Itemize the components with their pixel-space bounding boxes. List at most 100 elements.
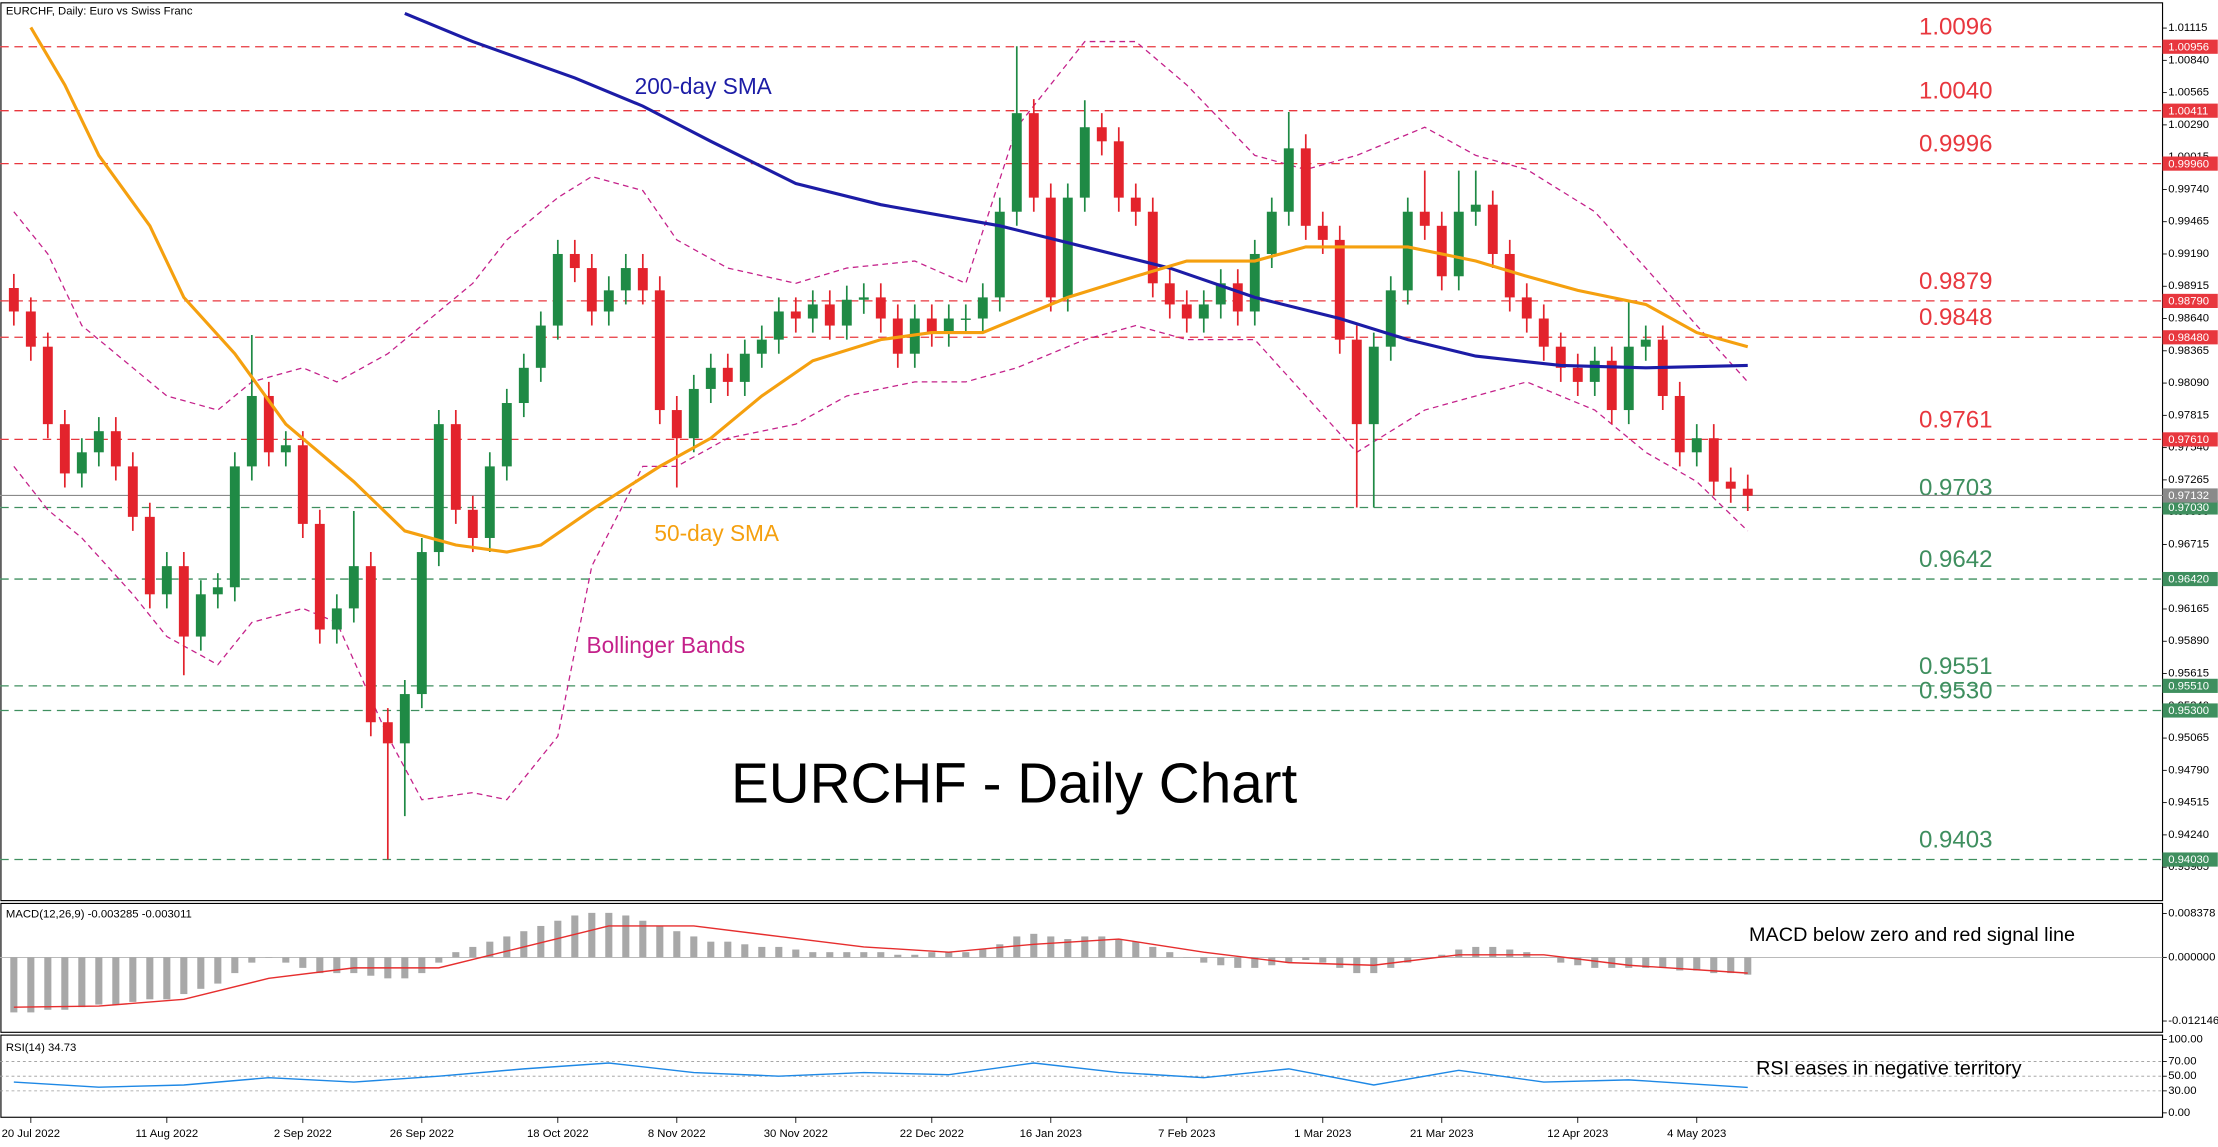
candle-body <box>756 339 767 354</box>
histogram-bar <box>1676 957 1684 971</box>
bollinger-band <box>13 324 1749 801</box>
candle-body <box>467 509 478 538</box>
histogram-bar <box>61 957 69 1010</box>
candle-body <box>280 445 291 453</box>
candle-body <box>790 311 801 319</box>
moving-average <box>29 26 1749 554</box>
candle-body <box>1402 211 1413 291</box>
level-tag <box>2162 156 2218 171</box>
candle-body <box>569 253 580 269</box>
level-label: 0.9703 <box>1919 474 1993 501</box>
histogram-bar <box>418 957 426 974</box>
histogram-bar <box>707 941 715 958</box>
candle-body <box>841 299 852 326</box>
candle-body <box>1232 283 1243 312</box>
histogram-bar <box>435 957 443 963</box>
candle-body <box>977 297 988 319</box>
moving-average <box>404 11 1748 370</box>
histogram-bar <box>894 954 902 958</box>
histogram-bar <box>1030 933 1038 958</box>
candle-body <box>1045 197 1056 298</box>
candle-body <box>552 253 563 326</box>
histogram-bar <box>605 912 613 958</box>
histogram-bar <box>571 915 579 958</box>
candle-body <box>76 452 87 474</box>
candle-body <box>365 566 376 723</box>
level-label: 1.0040 <box>1919 78 1993 105</box>
candle-body <box>1623 346 1634 411</box>
x-tick-label: 16 Jan 2023 <box>1020 1128 1082 1140</box>
candle-body <box>1079 127 1090 198</box>
histogram-bar <box>1047 936 1055 958</box>
x-tick-label: 21 Mar 2023 <box>1410 1128 1474 1140</box>
histogram-bar <box>588 912 596 958</box>
histogram-bar <box>979 949 987 958</box>
y-tick-label: 0.99465 <box>2168 216 2209 228</box>
candle-body <box>705 367 716 389</box>
histogram-bar <box>775 946 783 958</box>
y-tick-label: 100.00 <box>2168 1034 2203 1046</box>
candle-body <box>93 431 104 453</box>
candle-body <box>1487 204 1498 254</box>
histogram-bar <box>809 952 817 958</box>
histogram-bar <box>962 952 970 958</box>
histogram-bar <box>843 952 851 958</box>
candle-body <box>1300 148 1311 226</box>
y-tick-label: 0.97815 <box>2168 409 2209 421</box>
candle-body <box>25 311 36 347</box>
x-tick-label: 4 May 2023 <box>1667 1128 1726 1140</box>
x-tick-label: 12 Apr 2023 <box>1547 1128 1608 1140</box>
histogram-bar <box>78 957 86 1008</box>
candle-body <box>212 587 223 595</box>
panel-note: RSI eases in negative territory <box>1756 1057 2021 1079</box>
candle-body <box>127 466 138 517</box>
level-tag <box>2162 293 2218 308</box>
level-tag <box>2162 103 2218 118</box>
candle-body <box>1572 367 1583 382</box>
candle-body <box>382 722 393 744</box>
histogram-bar <box>129 957 137 1002</box>
histogram-bar <box>537 925 545 958</box>
level-label: 0.9530 <box>1919 677 1993 704</box>
y-tick-label: 0.95065 <box>2168 732 2209 744</box>
histogram-bar <box>860 952 868 958</box>
x-tick-label: 22 Dec 2022 <box>900 1128 964 1140</box>
candle-body <box>739 353 750 382</box>
candle-body <box>501 403 512 467</box>
histogram-bar <box>10 957 18 1013</box>
candle-body <box>1453 211 1464 277</box>
candle-body <box>824 304 835 326</box>
y-tick-label: 0.00 <box>2168 1107 2190 1119</box>
histogram-bar <box>1659 957 1667 968</box>
candle-body <box>1249 253 1260 312</box>
x-tick-label: 20 Jul 2022 <box>2 1128 61 1140</box>
candle-body <box>603 290 614 312</box>
histogram-bar <box>1268 957 1276 966</box>
candle-body <box>1708 438 1719 482</box>
rsi-line <box>13 1062 1748 1089</box>
candle-body <box>195 594 206 637</box>
chart-header: EURCHF, Daily: Euro vs Swiss Franc <box>6 5 193 17</box>
histogram-bar <box>1064 939 1072 958</box>
candle-body <box>1028 113 1039 198</box>
histogram-bar <box>95 957 103 1005</box>
y-tick-label: 0.96715 <box>2168 538 2209 550</box>
candle-body <box>654 290 665 411</box>
histogram-bar <box>367 957 375 976</box>
candle-body <box>297 445 308 524</box>
histogram-bar <box>1149 946 1157 958</box>
histogram-bar <box>1234 957 1242 968</box>
candle-body <box>1317 225 1328 240</box>
candle-body <box>144 516 155 595</box>
candle-body <box>773 311 784 340</box>
candle-body <box>671 410 682 439</box>
candle-body <box>161 566 172 595</box>
histogram-bar <box>1302 957 1310 961</box>
level-label: 0.9551 <box>1919 653 1993 680</box>
histogram-bar <box>622 915 630 958</box>
candle-body <box>1606 360 1617 411</box>
x-tick-label: 26 Sep 2022 <box>390 1128 454 1140</box>
y-tick-label: 0.95890 <box>2168 635 2209 647</box>
